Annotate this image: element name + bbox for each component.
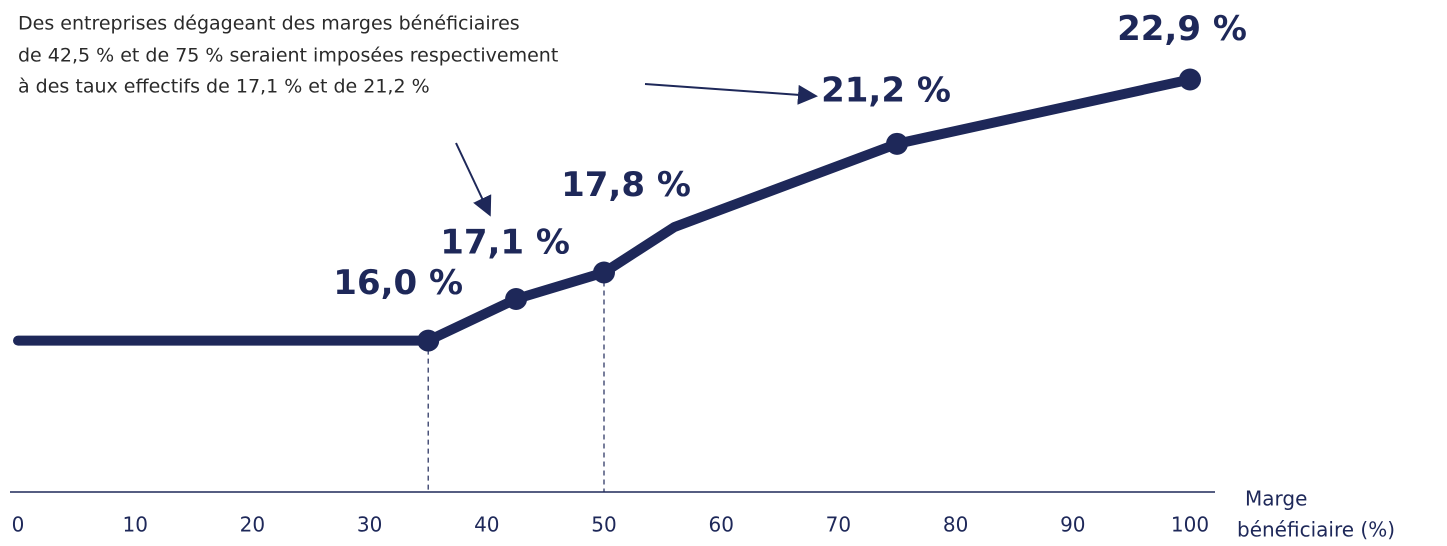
marker [886, 132, 908, 155]
x-tick-label: 20 [240, 513, 265, 537]
x-tick-label: 0 [12, 513, 25, 537]
value-label: 22,9 % [1117, 9, 1247, 49]
value-label: 21,2 % [821, 70, 951, 110]
x-axis-label: Marge [1245, 487, 1307, 511]
x-tick-label: 60 [708, 513, 733, 537]
annotation-line: Des entreprises dégageant des marges bén… [18, 13, 520, 35]
marker [417, 329, 440, 352]
marker [505, 287, 528, 310]
x-tick-label: 70 [826, 513, 851, 537]
marker [1179, 68, 1201, 91]
value-label: 17,8 % [561, 165, 691, 205]
x-tick-label: 100 [1171, 513, 1209, 537]
arrow [455, 142, 492, 217]
annotation-line: à des taux effectifs de 17,1 % et de 21,… [18, 76, 430, 98]
x-tick-label: 40 [474, 513, 499, 537]
x-tick-label: 50 [591, 513, 616, 537]
x-tick-label: 10 [122, 513, 147, 537]
marker [593, 261, 615, 284]
value-label: 17,1 % [440, 222, 570, 262]
x-tick-label: 30 [357, 513, 382, 537]
value-label: 16,0 % [333, 263, 463, 303]
x-tick-label: 80 [943, 513, 968, 537]
x-tick-label: 90 [1060, 513, 1085, 537]
x-axis-label: bénéficiaire (%) [1237, 518, 1395, 542]
annotation-line: de 42,5 % et de 75 % seraient imposées r… [18, 45, 558, 67]
arrow [644, 83, 818, 105]
